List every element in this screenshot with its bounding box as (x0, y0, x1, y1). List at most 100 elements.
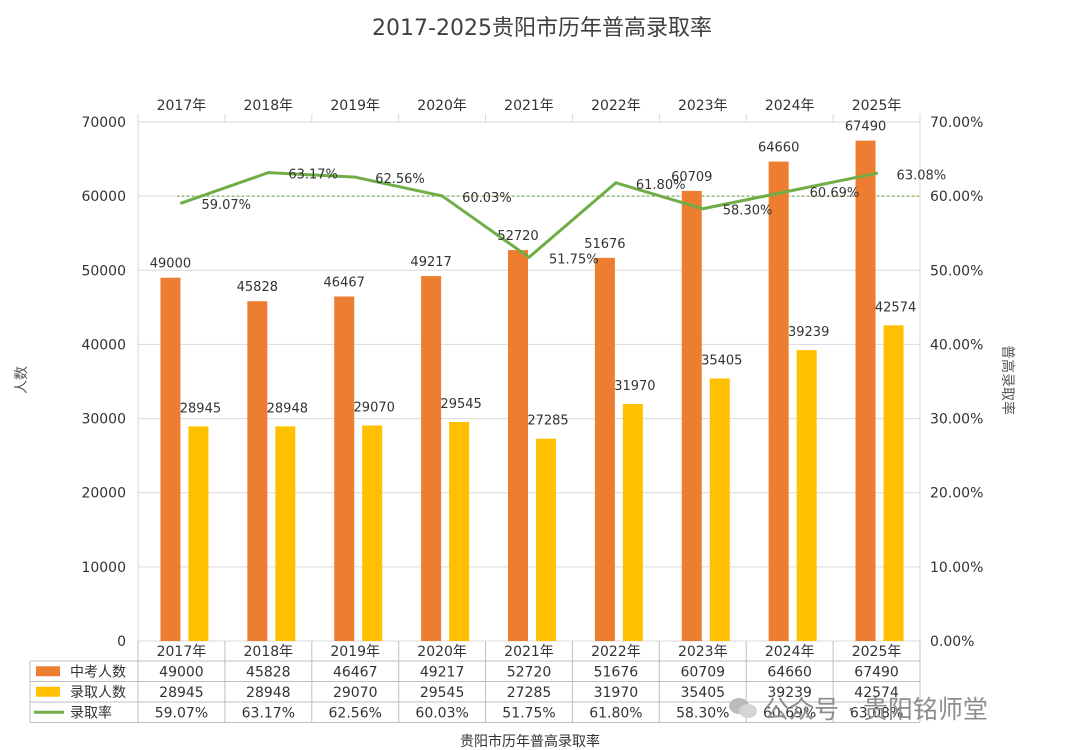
table-cell: 63.08% (850, 705, 903, 721)
legend-swatch-录取人数 (36, 686, 60, 697)
data-label-录取人数: 28945 (180, 401, 221, 416)
data-label-中考人数: 51676 (584, 237, 625, 252)
bar-录取人数 (536, 438, 556, 641)
top-category-label: 2025年 (852, 98, 902, 114)
y-left-tick-label: 0 (117, 634, 126, 650)
data-label-录取率: 62.56% (375, 172, 425, 187)
table-cell: 51676 (594, 664, 639, 680)
table-cell: 49000 (159, 664, 204, 680)
bar-中考人数 (768, 161, 789, 641)
line-point (875, 171, 879, 175)
y-left-tick-label: 30000 (81, 412, 126, 428)
table-cell: 60.03% (415, 705, 468, 721)
table-category-label: 2017年 (157, 644, 207, 660)
y-axis-left-label: 人数 (14, 366, 30, 394)
bar-录取人数 (796, 350, 817, 641)
data-label-中考人数: 67490 (845, 120, 886, 135)
line-point (179, 201, 183, 205)
table-cell: 60709 (681, 664, 726, 680)
table-category-label: 2024年 (765, 644, 815, 660)
line-point (353, 175, 357, 179)
data-label-录取人数: 28948 (267, 401, 308, 416)
y-right-tick-label: 40.00% (930, 337, 983, 353)
legend-label: 中考人数 (70, 664, 126, 680)
data-label-录取人数: 31970 (614, 379, 655, 394)
y-right-tick-label: 50.00% (930, 263, 983, 279)
y-right-tick-label: 30.00% (930, 412, 983, 428)
table-category-label: 2020年 (417, 644, 467, 660)
data-label-录取率: 58.30% (723, 204, 773, 219)
line-point (614, 181, 618, 185)
line-point (527, 255, 531, 259)
data-label-中考人数: 45828 (237, 280, 278, 295)
bar-中考人数 (247, 301, 268, 641)
data-label-中考人数: 60709 (671, 170, 712, 185)
bar-录取人数 (622, 403, 643, 641)
table-cell: 52720 (507, 664, 552, 680)
legend-label: 录取人数 (70, 685, 126, 701)
data-label-中考人数: 64660 (758, 141, 799, 156)
line-point (440, 194, 444, 198)
table-category-label: 2025年 (852, 644, 902, 660)
top-category-label: 2024年 (765, 98, 815, 114)
y-left-tick-label: 50000 (81, 263, 126, 279)
x-axis-label: 贵阳市历年普高录取率 (460, 733, 600, 750)
y-right-tick-label: 10.00% (930, 560, 983, 576)
y-left-tick-label: 60000 (81, 189, 126, 205)
bar-中考人数 (855, 140, 876, 641)
table-category-label: 2018年 (244, 644, 294, 660)
data-label-中考人数: 52720 (497, 229, 538, 244)
bar-录取人数 (883, 325, 904, 641)
data-label-录取人数: 42574 (875, 300, 916, 315)
bar-录取人数 (709, 378, 730, 641)
y-right-tick-label: 20.00% (930, 486, 983, 502)
table-cell: 35405 (681, 685, 726, 701)
chart-title: 2017-2025贵阳市历年普高录取率 (372, 16, 712, 41)
table-cell: 39239 (767, 685, 812, 701)
data-label-录取人数: 29545 (440, 397, 481, 412)
top-category-label: 2020年 (417, 98, 467, 114)
table-cell: 46467 (333, 664, 378, 680)
table-category-label: 2021年 (504, 644, 554, 660)
bar-中考人数 (594, 257, 615, 641)
top-category-label: 2019年 (330, 98, 380, 114)
table-category-label: 2019年 (330, 644, 380, 660)
table-cell: 28945 (159, 685, 204, 701)
data-label-录取率: 63.17% (288, 168, 338, 183)
table-cell: 51.75% (502, 705, 555, 721)
top-category-label: 2021年 (504, 98, 554, 114)
line-point (788, 189, 792, 193)
table-category-label: 2023年 (678, 644, 728, 660)
legend-swatch-中考人数 (36, 666, 60, 677)
data-label-中考人数: 49217 (410, 255, 451, 270)
wechat-icon (729, 698, 757, 718)
table-cell: 49217 (420, 664, 465, 680)
bar-中考人数 (334, 296, 355, 641)
top-category-label: 2018年 (244, 98, 294, 114)
line-point (701, 207, 705, 211)
data-label-录取人数: 27285 (527, 414, 568, 429)
data-label-录取率: 61.80% (636, 178, 686, 193)
y-right-tick-label: 70.00% (930, 115, 983, 131)
table-cell: 62.56% (329, 705, 382, 721)
bar-中考人数 (421, 276, 442, 641)
legend-label: 录取率 (70, 704, 112, 721)
bar-中考人数 (681, 190, 702, 642)
table-cell: 45828 (246, 664, 291, 680)
line-point (266, 171, 270, 175)
data-label-录取人数: 29070 (354, 400, 395, 415)
table-cell: 67490 (854, 664, 899, 680)
data-label-录取率: 59.07% (201, 198, 251, 213)
data-label-录取人数: 35405 (701, 353, 742, 368)
table-cell: 29545 (420, 685, 465, 701)
bar-录取人数 (362, 425, 383, 641)
bar-录取人数 (275, 426, 296, 641)
y-axis-right-label: 普高录取率 (999, 345, 1016, 415)
data-label-录取率: 51.75% (549, 252, 599, 267)
y-right-tick-label: 60.00% (930, 189, 983, 205)
bar-中考人数 (160, 277, 181, 641)
y-left-tick-label: 10000 (81, 560, 126, 576)
table-cell: 29070 (333, 685, 378, 701)
table-cell: 61.80% (589, 705, 642, 721)
